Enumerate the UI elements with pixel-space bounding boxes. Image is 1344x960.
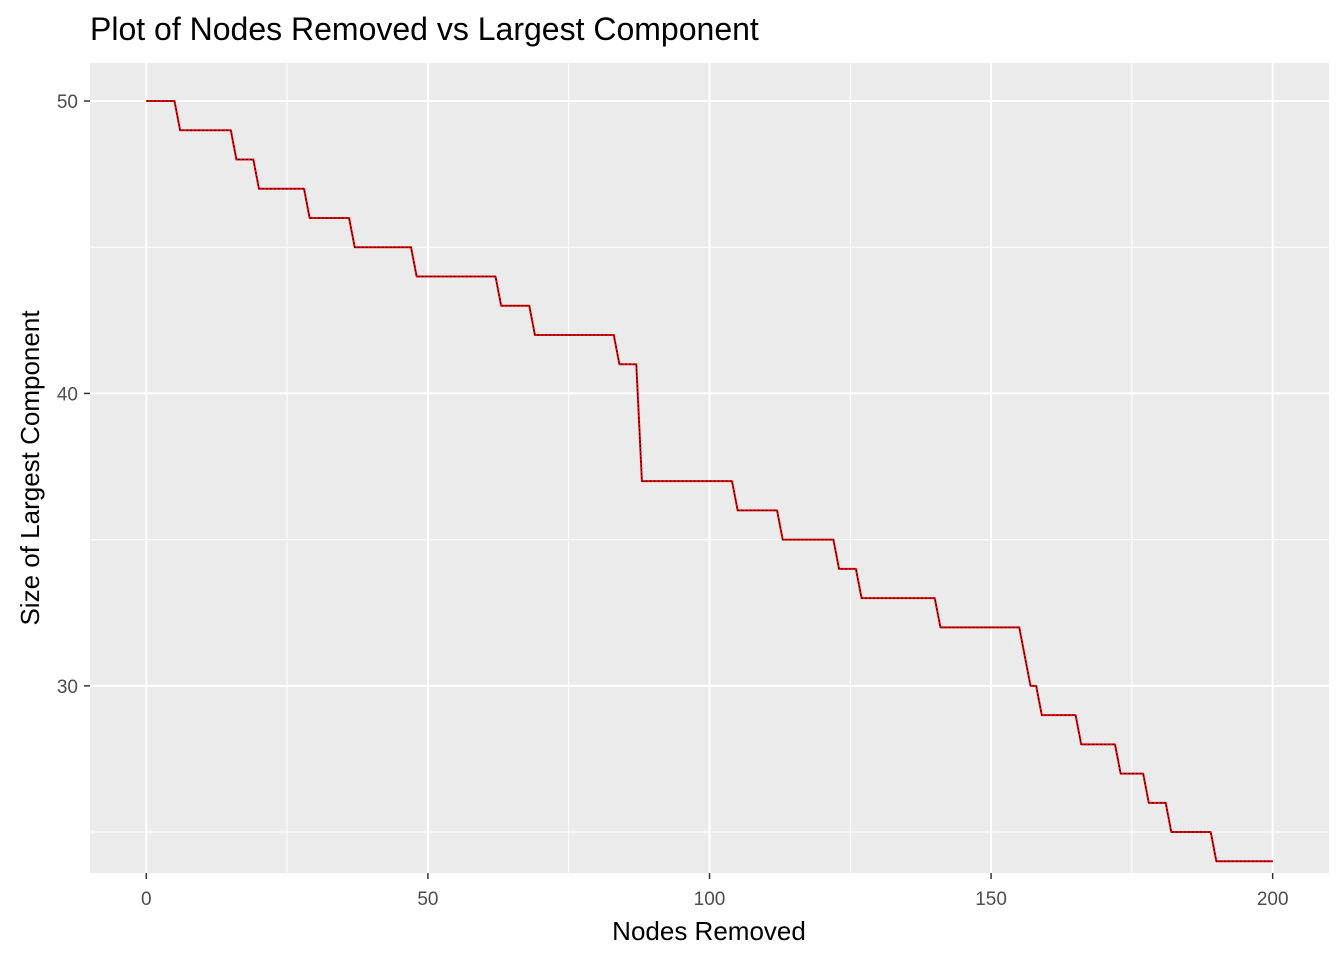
y-tick-label: 30 — [57, 677, 78, 698]
y-tick-label: 50 — [57, 92, 78, 113]
series-layer — [146, 100, 1273, 863]
series-line-dotted-overlay — [146, 100, 1273, 862]
chart-title: Plot of Nodes Removed vs Largest Compone… — [90, 11, 759, 47]
x-axis-title: Nodes Removed — [612, 916, 806, 946]
major-gridlines — [90, 63, 1329, 873]
x-tick-label: 200 — [1257, 889, 1289, 910]
x-tick-label: 0 — [141, 889, 152, 910]
x-tick-label: 100 — [694, 889, 726, 910]
y-axis-ticks: 30 40 50 — [57, 92, 90, 698]
y-axis-title: Size of Largest Component — [15, 310, 45, 626]
x-tick-label: 50 — [417, 889, 438, 910]
y-tick-label: 40 — [57, 384, 78, 405]
x-axis-ticks: 0 50 100 150 200 — [141, 873, 1289, 910]
x-tick-label: 150 — [975, 889, 1007, 910]
